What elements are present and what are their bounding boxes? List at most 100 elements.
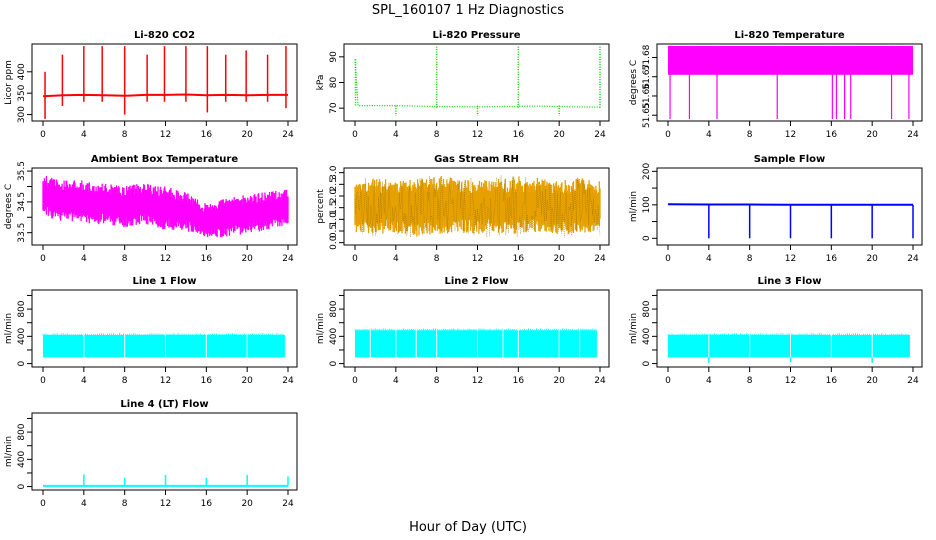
y-tick-label-2: 400 (17, 327, 27, 344)
panel-ylabel: ml/min (4, 313, 14, 344)
y-tick-label-2: 90 (329, 51, 339, 63)
panel-ylabel: ml/min (316, 313, 326, 344)
panel-title: Line 2 Flow (445, 276, 509, 287)
y-tick-label-2: 400 (329, 327, 339, 344)
x-tick-label-16: 16 (201, 254, 213, 264)
y-tick-label-2: 400 (17, 450, 27, 467)
plot-area (43, 474, 289, 487)
x-tick-label-0: 0 (40, 376, 46, 386)
figure-xlabel: Hour of Day (UTC) (409, 520, 527, 535)
plot-area (42, 46, 288, 119)
band-fill (355, 330, 597, 358)
x-tick-label-8: 8 (434, 376, 440, 386)
band-fill (668, 45, 913, 75)
x-tick-label-0: 0 (352, 130, 358, 140)
panel-4: 0 4 8 12 16 20 24 0.00.51.01.52.02.53.0 Gas Stre… (316, 154, 610, 264)
x-tick-label-24: 24 (907, 376, 919, 386)
series-band (42, 176, 289, 238)
y-tick-label-3: 1.5 (329, 201, 339, 215)
x-tick-label-24: 24 (594, 376, 606, 386)
x-tick-label-8: 8 (747, 376, 753, 386)
panel-8: 0 4 8 12 16 20 24 0 400 800 Line 3 Flow ml/min (629, 276, 923, 386)
x-tick-label-16: 16 (826, 376, 838, 386)
plot-frame (656, 43, 923, 122)
plot-area (667, 203, 914, 239)
y-tick-label-2: 51.67 (642, 64, 652, 90)
plot-area (354, 46, 601, 116)
plot-area (354, 174, 601, 238)
x-tick-label-16: 16 (826, 130, 838, 140)
x-tick-label-12: 12 (160, 130, 171, 140)
x-tick-label-12: 12 (160, 499, 171, 509)
panel-7: 0 4 8 12 16 20 24 0 400 800 Line 2 Flow ml/min (316, 276, 610, 386)
y-tick-label-6: 3.0 (329, 165, 339, 180)
plot-frame (343, 289, 610, 368)
y-tick-label-1: 80 (329, 77, 339, 89)
y-tick-label-4: 800 (17, 423, 27, 440)
y-tick-label-4: 800 (17, 300, 27, 317)
x-tick-label-24: 24 (594, 254, 606, 264)
x-tick-label-24: 24 (907, 254, 919, 264)
y-tick-label-2: 400 (642, 327, 652, 344)
x-tick-label-20: 20 (241, 254, 253, 264)
plot-area (42, 332, 289, 359)
y-tick-label-4: 800 (329, 300, 339, 317)
x-tick-label-4: 4 (81, 254, 87, 264)
x-tick-label-16: 16 (201, 130, 213, 140)
x-tick-label-24: 24 (907, 130, 919, 140)
plot-area (354, 328, 601, 359)
x-tick-label-0: 0 (665, 376, 671, 386)
y-tick-label-0: 70 (329, 102, 339, 114)
y-tick-label-5: 2.5 (329, 177, 339, 191)
panel-ylabel: degrees C (629, 60, 639, 105)
x-tick-label-4: 4 (706, 130, 712, 140)
y-tick-label-0: 0 (329, 360, 339, 366)
plot-area (42, 176, 289, 238)
y-tick-label-0: 0.0 (329, 235, 339, 250)
panel-5: 0 4 8 12 16 20 24 0 100 200 Sample Flow ml/min (629, 154, 923, 264)
x-tick-label-0: 0 (665, 254, 671, 264)
panel-title: Sample Flow (754, 154, 826, 165)
x-tick-label-8: 8 (434, 254, 440, 264)
x-tick-label-0: 0 (40, 130, 46, 140)
x-tick-label-24: 24 (282, 130, 294, 140)
y-tick-label-2: 400 (17, 63, 27, 80)
panel-title: Line 3 Flow (758, 276, 822, 287)
panel-title: Li-820 Pressure (432, 30, 520, 41)
y-tick-label-4: 800 (642, 300, 652, 317)
panel-ylabel: ml/min (629, 313, 639, 344)
x-tick-label-0: 0 (665, 130, 671, 140)
x-tick-label-24: 24 (594, 130, 606, 140)
panel-ylabel: degrees C (4, 184, 14, 229)
panel-title: Line 1 Flow (133, 276, 197, 287)
x-tick-label-24: 24 (282, 499, 294, 509)
panel-title: Gas Stream RH (434, 154, 519, 165)
panel-ylabel: Licor ppm (4, 60, 14, 105)
x-tick-label-0: 0 (352, 376, 358, 386)
x-tick-label-4: 4 (81, 499, 87, 509)
x-tick-label-8: 8 (122, 254, 128, 264)
series-texture (354, 174, 601, 238)
y-tick-label-0: 0 (17, 360, 27, 366)
y-tick-label-2: 34.5 (17, 192, 27, 212)
x-tick-label-12: 12 (785, 254, 796, 264)
y-tick-label-2: 100 (642, 196, 652, 213)
panel-0: 0 4 8 12 16 20 24 300 350 400 Li-820 CO2 Licor ppm (4, 30, 298, 140)
panel-title: Li-820 CO2 (134, 30, 195, 41)
panel-ylabel: ml/min (629, 191, 639, 222)
x-tick-label-20: 20 (866, 376, 878, 386)
x-tick-label-12: 12 (785, 130, 796, 140)
x-tick-label-8: 8 (747, 254, 753, 264)
y-tick-label-0: 33.5 (17, 223, 27, 243)
y-tick-label-0: 51.65 (642, 102, 652, 128)
plot-frame (31, 167, 298, 246)
panel-title: Li-820 Temperature (734, 30, 844, 41)
band-fill (668, 334, 910, 358)
x-tick-label-16: 16 (826, 254, 838, 264)
panel-title: Line 4 (LT) Flow (120, 399, 208, 410)
y-tick-label-0: 0 (17, 483, 27, 489)
series-line (354, 59, 601, 108)
panel-ylabel: ml/min (4, 436, 14, 467)
x-tick-label-4: 4 (393, 376, 399, 386)
